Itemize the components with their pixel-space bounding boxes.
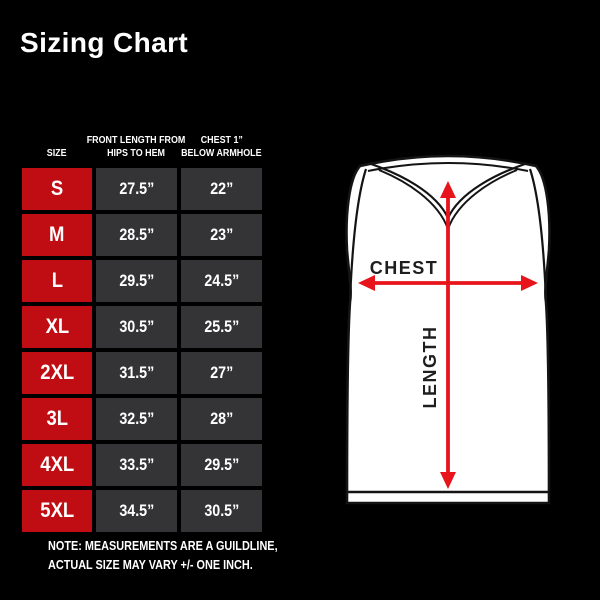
front-length-cell: 34.5” xyxy=(96,490,177,532)
left-armhole-binding xyxy=(348,168,368,301)
measurement-note: NOTE: MEASUREMENTS ARE A GUILDLINE, ACTU… xyxy=(48,537,312,575)
front-length-value: 34.5” xyxy=(119,501,154,520)
column-header-size: SIZE xyxy=(22,120,92,160)
chest-cell: 22” xyxy=(181,168,262,210)
length-arrowhead-up xyxy=(440,181,456,198)
page-title: Sizing Chart xyxy=(20,27,189,58)
column-header-front-line2: HIPS TO HEM xyxy=(107,146,166,159)
size-cell: M xyxy=(22,214,92,256)
front-length-cell: 33.5” xyxy=(96,444,177,486)
tank-top-illustration xyxy=(345,154,551,505)
chest-cell: 25.5” xyxy=(181,306,262,348)
column-header-chest-line1: CHEST 1” xyxy=(200,133,243,146)
size-label: 3L xyxy=(46,407,68,430)
length-arrow xyxy=(440,181,456,489)
size-cell: 4XL xyxy=(22,444,92,486)
chest-cell: 24.5” xyxy=(181,260,262,302)
chest-cell: 30.5” xyxy=(181,490,262,532)
front-length-cell: 27.5” xyxy=(96,168,177,210)
column-header-chest-line2: BELOW ARMHOLE xyxy=(181,146,262,159)
chest-arrowhead-left xyxy=(358,275,375,291)
chest-arrow xyxy=(358,275,538,291)
size-cell: 2XL xyxy=(22,352,92,394)
size-label: 2XL xyxy=(40,361,74,384)
front-length-value: 30.5” xyxy=(119,317,154,336)
chest-value: 30.5” xyxy=(204,501,239,520)
chest-value: 25.5” xyxy=(204,317,239,336)
chest-cell: 23” xyxy=(181,214,262,256)
front-length-value: 28.5” xyxy=(119,225,154,244)
size-label: XL xyxy=(45,315,69,338)
chest-value: 23” xyxy=(209,225,234,244)
size-cell: L xyxy=(22,260,92,302)
front-length-value: 27.5” xyxy=(119,179,154,198)
front-length-cell: 30.5” xyxy=(96,306,177,348)
table-row: XL 30.5” 25.5” xyxy=(22,306,262,348)
column-header-chest: CHEST 1” BELOW ARMHOLE xyxy=(181,120,262,160)
table-row: 4XL 33.5” 29.5” xyxy=(22,444,262,486)
column-header-front-line1: FRONT LENGTH FROM xyxy=(87,133,186,146)
chest-value: 27” xyxy=(209,363,234,382)
back-neckline xyxy=(367,161,529,173)
chest-cell: 27” xyxy=(181,352,262,394)
table-row: L 29.5” 24.5” xyxy=(22,260,262,302)
size-label: 4XL xyxy=(40,453,74,476)
note-line-1: NOTE: MEASUREMENTS ARE A GUILDLINE, xyxy=(48,539,278,553)
chest-arrowhead-right xyxy=(521,275,538,291)
size-label: L xyxy=(51,269,63,292)
table-row: 3L 32.5” 28” xyxy=(22,398,262,440)
front-length-value: 29.5” xyxy=(119,271,154,290)
chest-cell: 29.5” xyxy=(181,444,262,486)
chest-measure-label: CHEST xyxy=(369,258,439,278)
size-cell: 5XL xyxy=(22,490,92,532)
chest-value: 22” xyxy=(209,179,234,198)
size-cell: XL xyxy=(22,306,92,348)
length-measure-label: LENGTH xyxy=(420,325,440,409)
chest-value: 28” xyxy=(209,409,234,428)
size-label: M xyxy=(49,223,65,246)
front-length-cell: 28.5” xyxy=(96,214,177,256)
table-row: 2XL 31.5” 27” xyxy=(22,352,262,394)
front-length-value: 31.5” xyxy=(119,363,154,382)
size-table: S 27.5” 22” M 28.5” 23” L 29.5” 24.5” XL… xyxy=(22,168,262,536)
front-length-cell: 32.5” xyxy=(96,398,177,440)
chest-value: 29.5” xyxy=(204,455,239,474)
size-label: S xyxy=(50,177,64,200)
front-length-cell: 31.5” xyxy=(96,352,177,394)
table-row: M 28.5” 23” xyxy=(22,214,262,256)
length-arrowhead-down xyxy=(440,472,456,489)
table-row: S 27.5” 22” xyxy=(22,168,262,210)
size-cell: 3L xyxy=(22,398,92,440)
front-length-value: 33.5” xyxy=(119,455,154,474)
size-cell: S xyxy=(22,168,92,210)
note-line-2: ACTUAL SIZE MAY VARY +/- ONE INCH. xyxy=(48,557,253,572)
table-row: 5XL 34.5” 30.5” xyxy=(22,490,262,532)
chest-cell: 28” xyxy=(181,398,262,440)
chest-value: 24.5” xyxy=(204,271,239,290)
front-length-cell: 29.5” xyxy=(96,260,177,302)
size-label: 5XL xyxy=(40,499,74,522)
right-armhole-binding xyxy=(528,168,548,301)
column-header-size-label: SIZE xyxy=(47,146,67,159)
column-header-front-length: FRONT LENGTH FROM HIPS TO HEM xyxy=(87,120,186,160)
front-length-value: 32.5” xyxy=(119,409,154,428)
